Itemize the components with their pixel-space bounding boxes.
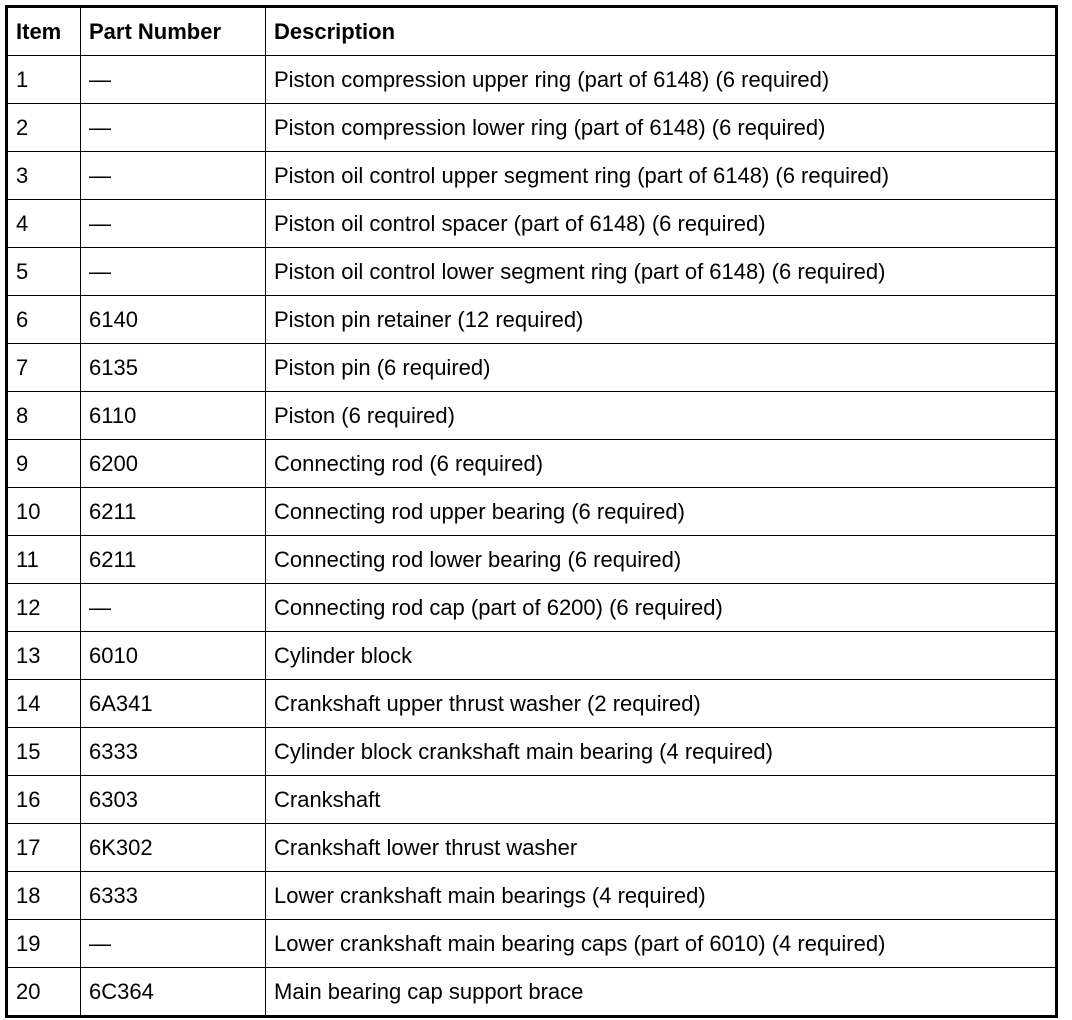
cell-part-number: —: [80, 55, 266, 104]
cell-part-number: 6333: [80, 871, 266, 920]
cell-item: 18: [6, 871, 81, 920]
table-row: 19— Lower crankshaft main bearing caps (p…: [6, 919, 1057, 968]
cell-description: Lower crankshaft main bearing caps (part…: [265, 919, 1057, 968]
cell-item: 3: [6, 151, 81, 200]
cell-description: Piston oil control spacer (part of 6148)…: [265, 199, 1057, 248]
header-row: Item Part Number Description: [6, 6, 1057, 56]
cell-part-number: 6135: [80, 343, 266, 392]
cell-part-number: 6K302: [80, 823, 266, 872]
cell-part-number: 6333: [80, 727, 266, 776]
cell-item: 12: [6, 583, 81, 632]
cell-part-number: —: [80, 919, 266, 968]
cell-item: 19: [6, 919, 81, 968]
cell-item: 13: [6, 631, 81, 680]
table-row: 16 6303 Crankshaft: [6, 775, 1057, 824]
cell-part-number: —: [80, 103, 266, 152]
cell-part-number: 6010: [80, 631, 266, 680]
cell-item: 6: [6, 295, 81, 344]
cell-item: 15: [6, 727, 81, 776]
table-row: 1— Piston compression upper ring (part of…: [6, 55, 1057, 104]
cell-description: Piston compression upper ring (part of 6…: [265, 55, 1057, 104]
cell-item: 14: [6, 679, 81, 728]
table-row: 14 6A341 Crankshaft upper thrust washer (2…: [6, 679, 1057, 728]
cell-description: Connecting rod lower bearing (6 required…: [265, 535, 1057, 584]
cell-part-number: 6211: [80, 535, 266, 584]
cell-description: Piston oil control lower segment ring (p…: [265, 247, 1057, 296]
cell-part-number: —: [80, 247, 266, 296]
cell-description: Cylinder block crankshaft main bearing (…: [265, 727, 1057, 776]
cell-description: Connecting rod (6 required): [265, 439, 1057, 488]
cell-description: Lower crankshaft main bearings (4 requir…: [265, 871, 1057, 920]
table-row: 18 6333 Lower crankshaft main bearings (4 …: [6, 871, 1057, 920]
cell-part-number: 6140: [80, 295, 266, 344]
cell-part-number: 6110: [80, 391, 266, 440]
cell-part-number: —: [80, 199, 266, 248]
table-row: 12— Connecting rod cap (part of 6200) (6 …: [6, 583, 1057, 632]
parts-table: Item Part Number Description 1— Piston co…: [5, 5, 1058, 1018]
cell-description: Piston pin (6 required): [265, 343, 1057, 392]
table-row: 2— Piston compression lower ring (part of…: [6, 103, 1057, 152]
table-row: 4— Piston oil control spacer (part of 614…: [6, 199, 1057, 248]
cell-description: Cylinder block: [265, 631, 1057, 680]
cell-item: 16: [6, 775, 81, 824]
cell-item: 20: [6, 967, 81, 1017]
cell-description: Connecting rod cap (part of 6200) (6 req…: [265, 583, 1057, 632]
table-row: 7 6135 Piston pin (6 required): [6, 343, 1057, 392]
table-row: 3— Piston oil control upper segment ring …: [6, 151, 1057, 200]
cell-description: Connecting rod upper bearing (6 required…: [265, 487, 1057, 536]
cell-item: 10: [6, 487, 81, 536]
cell-item: 5: [6, 247, 81, 296]
table-row: 11 6211 Connecting rod lower bearing (6 re…: [6, 535, 1057, 584]
cell-description: Piston compression lower ring (part of 6…: [265, 103, 1057, 152]
cell-description: Piston oil control upper segment ring (p…: [265, 151, 1057, 200]
cell-description: Piston (6 required): [265, 391, 1057, 440]
table-row: 8 6110 Piston (6 required): [6, 391, 1057, 440]
cell-description: Main bearing cap support brace: [265, 967, 1057, 1017]
cell-part-number: 6303: [80, 775, 266, 824]
header-item: Item: [6, 6, 81, 56]
cell-part-number: —: [80, 583, 266, 632]
table-row: 10 6211 Connecting rod upper bearing (6 re…: [6, 487, 1057, 536]
table-row: 15 6333 Cylinder block crankshaft main bea…: [6, 727, 1057, 776]
cell-description: Crankshaft: [265, 775, 1057, 824]
cell-item: 2: [6, 103, 81, 152]
header-part-number: Part Number: [80, 6, 266, 56]
cell-item: 8: [6, 391, 81, 440]
cell-item: 1: [6, 55, 81, 104]
cell-item: 4: [6, 199, 81, 248]
table-row: 5— Piston oil control lower segment ring …: [6, 247, 1057, 296]
cell-description: Crankshaft upper thrust washer (2 requir…: [265, 679, 1057, 728]
table-row: 13 6010 Cylinder block: [6, 631, 1057, 680]
cell-item: 11: [6, 535, 81, 584]
cell-item: 17: [6, 823, 81, 872]
cell-part-number: 6211: [80, 487, 266, 536]
header-description: Description: [265, 6, 1057, 56]
table-row: 17 6K302 Crankshaft lower thrust washer: [6, 823, 1057, 872]
table-row: 6 6140 Piston pin retainer (12 required): [6, 295, 1057, 344]
cell-description: Crankshaft lower thrust washer: [265, 823, 1057, 872]
cell-part-number: —: [80, 151, 266, 200]
table-row: 9 6200 Connecting rod (6 required): [6, 439, 1057, 488]
cell-item: 7: [6, 343, 81, 392]
cell-part-number: 6200: [80, 439, 266, 488]
cell-part-number: 6C364: [80, 967, 266, 1017]
table-row: 20 6C364 Main bearing cap support brace: [6, 967, 1057, 1017]
cell-description: Piston pin retainer (12 required): [265, 295, 1057, 344]
cell-part-number: 6A341: [80, 679, 266, 728]
cell-item: 9: [6, 439, 81, 488]
